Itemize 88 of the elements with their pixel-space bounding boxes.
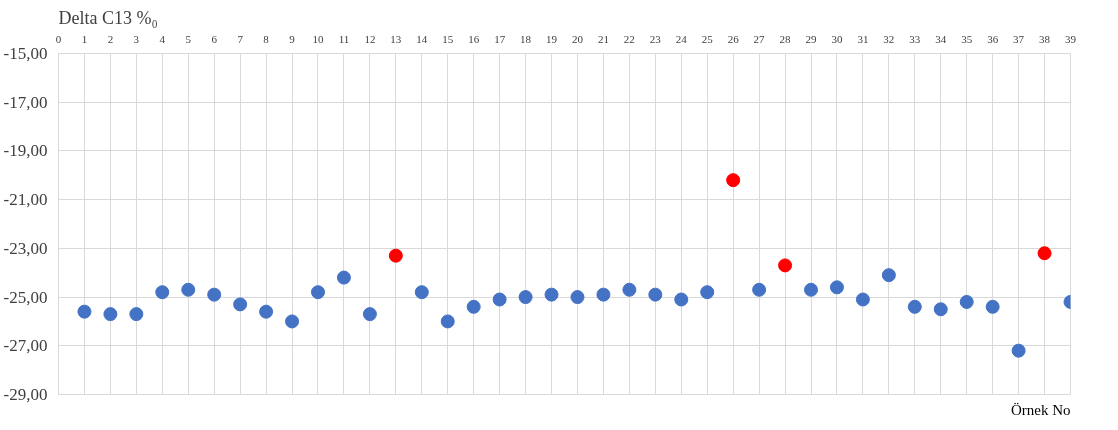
x-tick-label: 0 [55, 32, 62, 45]
x-tick-label: 24 [675, 32, 688, 45]
x-tick-label: 18 [520, 32, 532, 45]
point [518, 290, 533, 305]
y-axis-title: Delta C13 %₀ [58, 7, 158, 28]
point [778, 258, 793, 273]
x-axis-title: Örnek No [1010, 401, 1071, 418]
point [103, 307, 118, 322]
x-tick-label: 13 [390, 32, 402, 45]
x-tick-label: 32 [883, 32, 895, 45]
point [752, 282, 767, 297]
x-tick-label: 1 [81, 32, 88, 45]
point [881, 268, 896, 283]
point [907, 299, 922, 314]
x-tick-label: 36 [987, 32, 999, 45]
point [985, 299, 1000, 314]
x-tick-label: 6 [211, 32, 218, 45]
x-tick-label: 12 [364, 32, 376, 45]
point [959, 294, 974, 309]
x-tick-label: 27 [753, 32, 766, 45]
point [544, 287, 559, 302]
x-tick-label: 11 [338, 32, 350, 45]
x-tick-label: 20 [571, 32, 584, 45]
point [492, 292, 507, 307]
x-tick-label: 17 [494, 32, 506, 45]
y-tick-label: -21,00 [3, 190, 48, 210]
x-tick-label: 8 [263, 32, 270, 45]
x-tick-label: 10 [312, 32, 324, 45]
point [1037, 246, 1052, 261]
point [362, 307, 377, 322]
point [259, 304, 274, 319]
x-tick-label: 29 [805, 32, 818, 45]
point [77, 304, 92, 319]
y-tick-label: -23,00 [3, 238, 48, 258]
point [336, 270, 351, 285]
point [622, 282, 637, 297]
point [855, 292, 870, 307]
point [700, 285, 715, 300]
x-tick-label: 9 [289, 32, 296, 45]
x-tick-label: 14 [416, 32, 428, 45]
x-tick-label: 23 [649, 32, 662, 45]
point [466, 299, 481, 314]
point [181, 282, 196, 297]
point [674, 292, 689, 307]
x-tick-label: 31 [857, 32, 869, 45]
x-tick-label: 30 [831, 32, 843, 45]
point [388, 248, 403, 263]
point [233, 297, 248, 312]
point [726, 173, 741, 188]
x-tick-label: 35 [961, 32, 973, 45]
point [440, 314, 455, 329]
x-tick-label: 21 [597, 32, 609, 45]
y-tick-label: -17,00 [3, 92, 48, 112]
x-tick-label: 25 [701, 32, 714, 45]
point [310, 285, 325, 300]
point [829, 280, 844, 295]
y-tick-label: -19,00 [3, 141, 48, 161]
x-tick-label: 37 [1013, 32, 1025, 45]
point [414, 285, 429, 300]
x-tick-label: 34 [935, 32, 947, 45]
y-tick-label: -29,00 [3, 385, 48, 404]
point [207, 287, 222, 302]
x-tick-label: 28 [779, 32, 792, 45]
point [1011, 343, 1026, 358]
x-tick-label: 33 [909, 32, 921, 45]
x-tick-label: 4 [159, 32, 166, 45]
y-tick-label: -15,00 [3, 44, 48, 63]
x-tick-label: 7 [237, 32, 244, 45]
y-tick-label: -27,00 [3, 336, 48, 356]
x-tick-label: 22 [623, 32, 635, 45]
x-tick-label: 3 [133, 32, 140, 45]
point [596, 287, 611, 302]
x-tick-label: 16 [468, 32, 480, 45]
x-tick-label: 15 [442, 32, 454, 45]
x-tick-label: 5 [185, 32, 192, 45]
x-tick-label: 19 [546, 32, 558, 45]
x-tick-label: 38 [1039, 32, 1051, 45]
point [155, 285, 170, 300]
point [285, 314, 300, 329]
point [129, 307, 144, 322]
point [648, 287, 663, 302]
x-tick-label: 39 [1065, 32, 1077, 45]
point [804, 282, 819, 297]
x-tick-label: 26 [727, 32, 740, 45]
y-tick-label: -25,00 [3, 287, 48, 307]
point [570, 290, 585, 305]
x-tick-label: 2 [107, 32, 114, 45]
point [933, 302, 948, 317]
